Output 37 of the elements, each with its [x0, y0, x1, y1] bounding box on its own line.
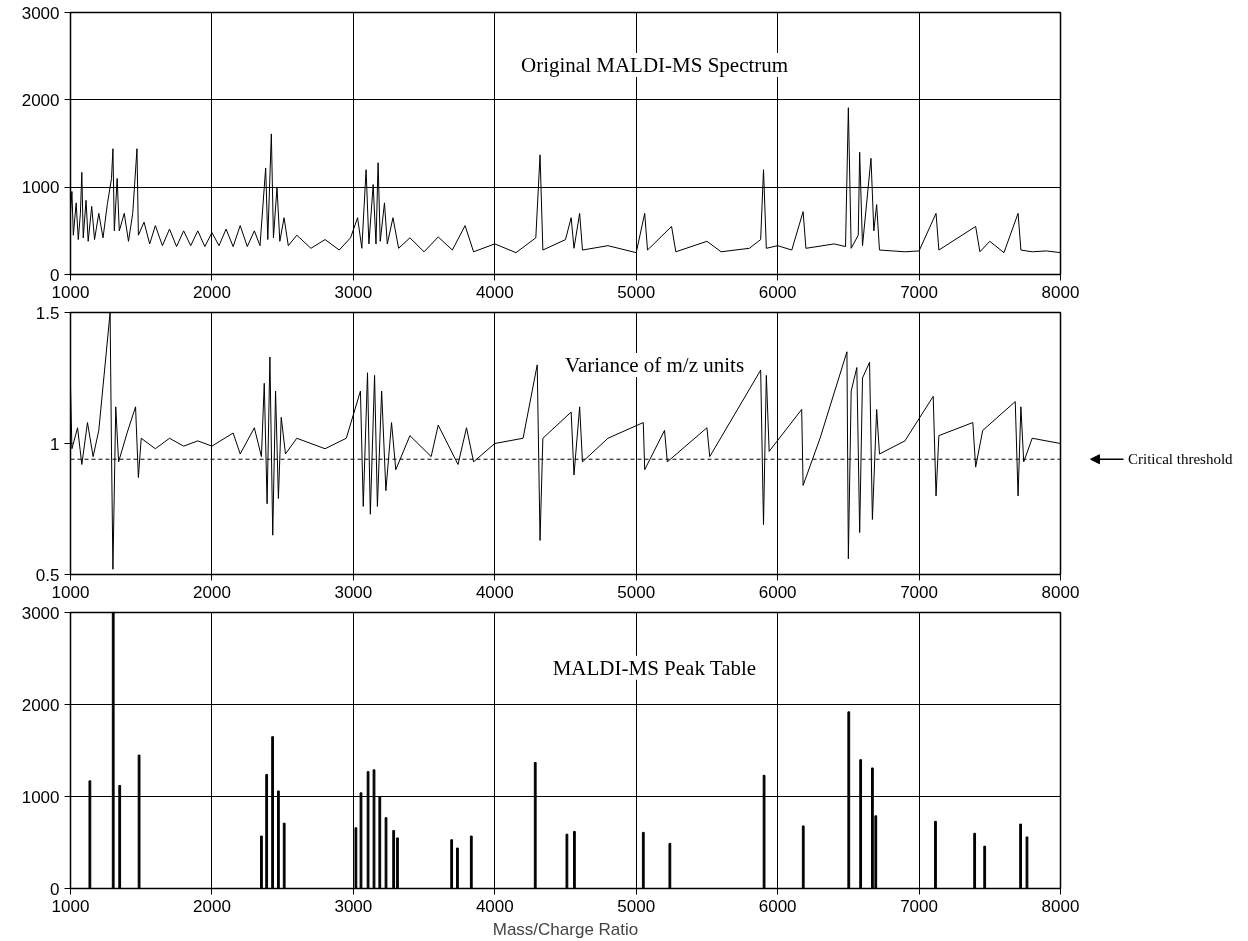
x-tick-label: 8000 [1041, 282, 1080, 302]
x-tick-label: 8000 [1041, 582, 1080, 602]
y-tick-label: 0 [50, 265, 60, 285]
y-tick-label: 3000 [21, 3, 60, 23]
x-tick-label: 6000 [758, 582, 797, 602]
y-tick-label: 2000 [21, 695, 60, 715]
x-tick-label: 8000 [1041, 896, 1080, 916]
x-tick-label: 2000 [193, 896, 231, 916]
x-tick-label: 5000 [617, 282, 656, 302]
x-tick-label: 3000 [334, 282, 373, 302]
y-tick-label: 3000 [21, 603, 60, 623]
y-tick-label: 2000 [21, 90, 60, 110]
text: Original MALDI-MS Spectrum [521, 52, 789, 77]
ref-line-label: Critical threshold [1128, 451, 1234, 468]
x-tick-label: 7000 [900, 582, 938, 602]
x-tick-label: 6000 [758, 282, 797, 302]
x-tick-label: 4000 [475, 896, 514, 916]
x-tick-label: 6000 [758, 896, 797, 916]
x-tick-label: 2000 [193, 582, 231, 602]
x-tick-label: 2000 [193, 282, 231, 302]
y-tick-label: 0 [50, 879, 60, 899]
x-tick-label: 4000 [475, 282, 514, 302]
x-axis-title: Mass/Charge Ratio [492, 919, 639, 939]
text: MALDI-MS Peak Table [552, 655, 757, 680]
y-tick-label: 1 [50, 434, 60, 454]
y-tick-label: 0.5 [35, 565, 60, 585]
y-tick-label: 1000 [21, 787, 60, 807]
x-tick-label: 5000 [617, 582, 656, 602]
x-tick-label: 3000 [334, 582, 373, 602]
text: Variance of m/z units [565, 352, 745, 377]
x-tick-label: 3000 [334, 896, 373, 916]
x-tick-label: 4000 [475, 582, 514, 602]
y-tick-label: 1000 [21, 178, 60, 198]
x-tick-label: 7000 [900, 282, 938, 302]
x-tick-label: 7000 [900, 896, 938, 916]
x-tick-label: 5000 [617, 896, 656, 916]
y-tick-label: 1.5 [35, 303, 60, 323]
